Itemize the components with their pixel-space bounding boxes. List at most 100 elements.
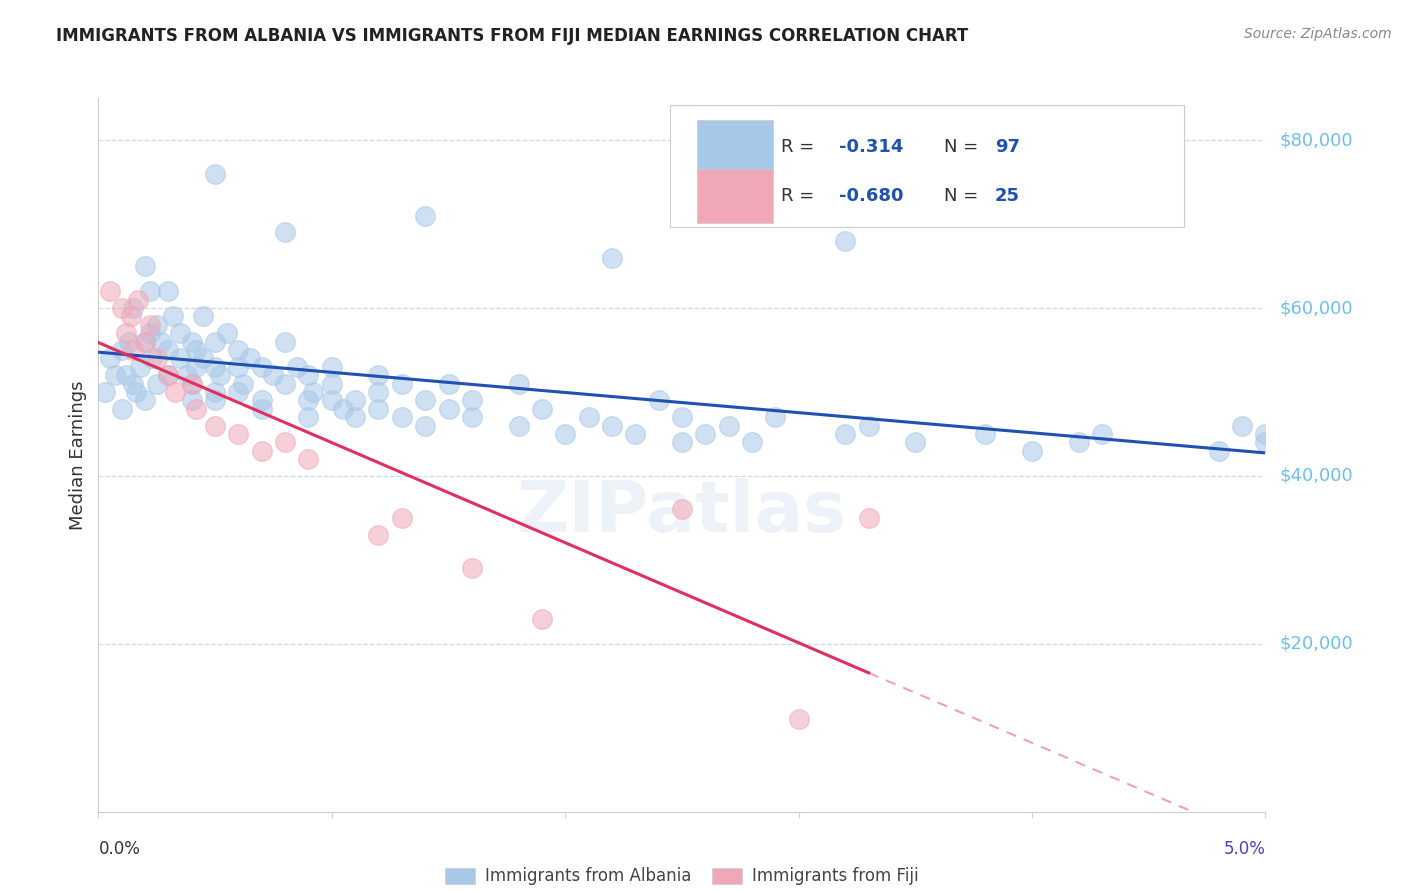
- Point: [344, 393, 367, 408]
- Point: [139, 318, 162, 332]
- Point: [157, 368, 180, 383]
- Point: [111, 401, 134, 416]
- FancyBboxPatch shape: [697, 120, 773, 173]
- Point: [530, 612, 553, 626]
- Point: [115, 368, 138, 383]
- Point: [146, 351, 169, 366]
- Point: [134, 334, 156, 349]
- Point: [204, 384, 226, 399]
- Point: [193, 310, 215, 324]
- Point: [232, 376, 254, 391]
- Point: [367, 527, 389, 541]
- Point: [413, 418, 436, 433]
- Point: [250, 393, 273, 408]
- Point: [186, 343, 208, 357]
- Point: [208, 368, 231, 383]
- Point: [180, 393, 202, 408]
- Point: [285, 359, 308, 374]
- Text: 0.0%: 0.0%: [98, 840, 141, 858]
- Point: [122, 376, 145, 391]
- Point: [186, 401, 208, 416]
- Point: [1021, 443, 1043, 458]
- Point: [624, 426, 647, 441]
- Point: [274, 334, 297, 349]
- Point: [250, 443, 273, 458]
- Point: [176, 368, 198, 383]
- Y-axis label: Median Earnings: Median Earnings: [69, 380, 87, 530]
- Point: [367, 384, 389, 399]
- Text: R =: R =: [782, 187, 820, 205]
- Point: [186, 359, 208, 374]
- Point: [367, 368, 389, 383]
- Point: [578, 410, 600, 425]
- Point: [139, 284, 162, 298]
- Text: $20,000: $20,000: [1279, 635, 1353, 653]
- Point: [974, 426, 997, 441]
- Point: [530, 401, 553, 416]
- Point: [647, 393, 669, 408]
- Point: [297, 393, 319, 408]
- Point: [228, 426, 250, 441]
- Point: [146, 318, 169, 332]
- Text: Source: ZipAtlas.com: Source: ZipAtlas.com: [1244, 27, 1392, 41]
- Point: [600, 418, 623, 433]
- Point: [344, 410, 367, 425]
- FancyBboxPatch shape: [671, 105, 1184, 227]
- Point: [228, 384, 250, 399]
- Point: [671, 435, 693, 450]
- Point: [461, 561, 484, 575]
- Point: [717, 418, 740, 433]
- Point: [391, 410, 413, 425]
- Point: [413, 209, 436, 223]
- Point: [391, 376, 413, 391]
- Text: -0.314: -0.314: [839, 137, 904, 155]
- Point: [215, 326, 238, 341]
- Point: [111, 343, 134, 357]
- Point: [297, 452, 319, 467]
- Point: [297, 410, 319, 425]
- Text: 97: 97: [994, 137, 1019, 155]
- Point: [146, 376, 169, 391]
- Point: [162, 310, 184, 324]
- Point: [274, 435, 297, 450]
- Point: [858, 511, 880, 525]
- Point: [111, 301, 134, 315]
- Point: [1254, 435, 1277, 450]
- Point: [787, 712, 810, 726]
- Point: [204, 334, 226, 349]
- Point: [1230, 418, 1253, 433]
- Point: [134, 334, 156, 349]
- Text: N =: N =: [945, 187, 984, 205]
- Point: [671, 410, 693, 425]
- Text: N =: N =: [945, 137, 984, 155]
- Point: [274, 226, 297, 240]
- Point: [122, 343, 145, 357]
- Text: ZIPatlas: ZIPatlas: [517, 477, 846, 547]
- Text: IMMIGRANTS FROM ALBANIA VS IMMIGRANTS FROM FIJI MEDIAN EARNINGS CORRELATION CHAR: IMMIGRANTS FROM ALBANIA VS IMMIGRANTS FR…: [56, 27, 969, 45]
- Point: [1091, 426, 1114, 441]
- Point: [321, 359, 343, 374]
- Point: [600, 251, 623, 265]
- Point: [204, 418, 226, 433]
- Point: [297, 368, 319, 383]
- Point: [94, 384, 117, 399]
- Point: [134, 393, 156, 408]
- Point: [122, 301, 145, 315]
- FancyBboxPatch shape: [697, 169, 773, 223]
- Point: [98, 284, 121, 298]
- Text: $60,000: $60,000: [1279, 299, 1353, 317]
- Text: $40,000: $40,000: [1279, 467, 1353, 485]
- Point: [262, 368, 284, 383]
- Point: [228, 359, 250, 374]
- Point: [139, 326, 162, 341]
- Point: [239, 351, 262, 366]
- Point: [125, 384, 148, 399]
- Text: -0.680: -0.680: [839, 187, 904, 205]
- Point: [763, 410, 786, 425]
- Point: [104, 368, 127, 383]
- Point: [321, 393, 343, 408]
- Point: [741, 435, 763, 450]
- Point: [120, 310, 142, 324]
- Point: [127, 293, 149, 307]
- Point: [437, 401, 460, 416]
